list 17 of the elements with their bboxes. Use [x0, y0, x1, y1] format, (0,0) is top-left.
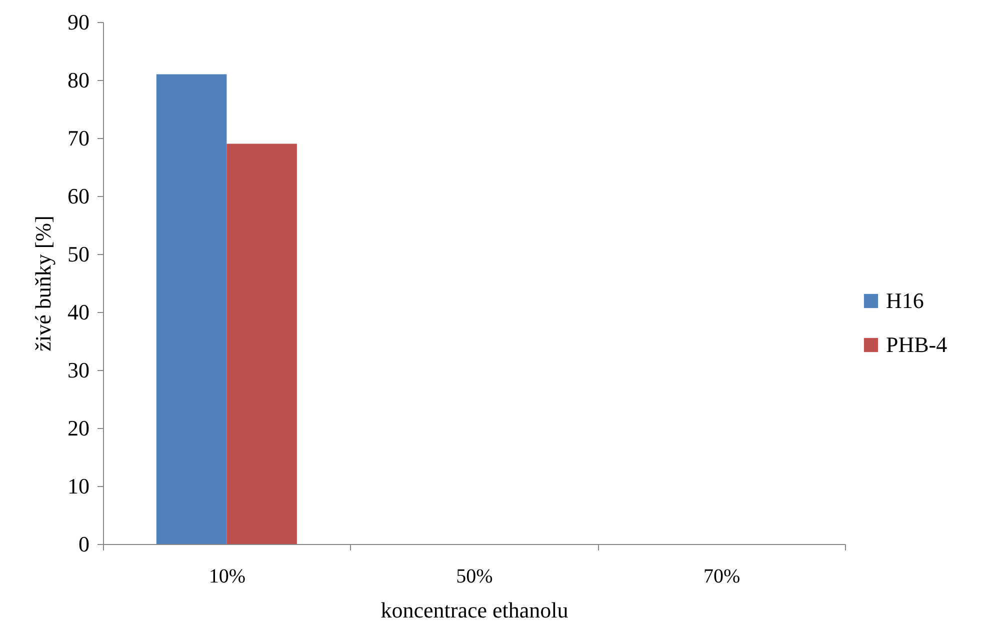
x-axis-title: koncentrace ethanolu [380, 598, 568, 622]
y-tick-label: 40 [68, 300, 90, 324]
legend-label: PHB-4 [886, 332, 948, 357]
y-tick-label: 70 [68, 126, 90, 150]
y-tick-label: 50 [68, 242, 90, 266]
y-tick-label: 90 [68, 10, 90, 34]
x-tick-label: 50% [456, 566, 493, 588]
y-tick-label: 30 [68, 358, 90, 382]
y-tick-label: 10 [68, 474, 90, 498]
x-tick-label: 70% [703, 566, 740, 588]
x-tick-label: 10% [208, 566, 246, 588]
legend-label: H16 [886, 288, 924, 313]
y-tick-label: 80 [68, 68, 90, 92]
y-tick-label: 20 [68, 416, 90, 440]
y-tick-label: 60 [68, 184, 90, 208]
y-axis-title: živé buňky [%] [30, 216, 56, 352]
y-tick-label: 0 [78, 532, 90, 556]
